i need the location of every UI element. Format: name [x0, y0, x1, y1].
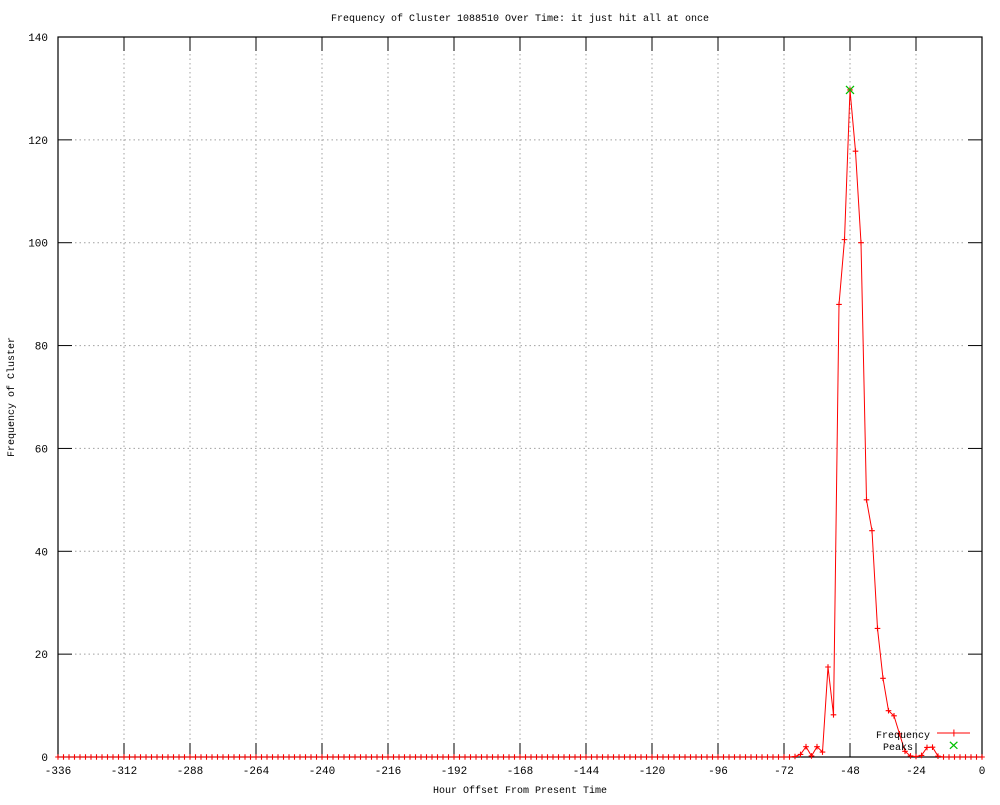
svg-text:-144: -144	[573, 766, 600, 778]
svg-text:-48: -48	[840, 766, 860, 778]
svg-text:-72: -72	[774, 766, 794, 778]
svg-text:-24: -24	[906, 766, 926, 778]
svg-text:-120: -120	[639, 766, 665, 778]
svg-text:120: 120	[28, 136, 48, 148]
svg-text:0: 0	[41, 753, 48, 765]
svg-text:40: 40	[35, 547, 48, 559]
svg-text:Peaks: Peaks	[883, 742, 913, 754]
svg-text:-288: -288	[177, 766, 203, 778]
svg-text:-336: -336	[45, 766, 71, 778]
svg-text:Hour Offset From Present Time: Hour Offset From Present Time	[433, 785, 607, 797]
svg-text:100: 100	[28, 239, 48, 251]
svg-text:-192: -192	[441, 766, 467, 778]
svg-text:Frequency: Frequency	[876, 731, 930, 742]
svg-text:-264: -264	[243, 766, 270, 778]
svg-text:-312: -312	[111, 766, 137, 778]
svg-text:-168: -168	[507, 766, 533, 778]
svg-text:0: 0	[979, 766, 986, 778]
svg-text:80: 80	[35, 342, 48, 354]
svg-text:140: 140	[28, 33, 48, 45]
svg-text:Frequency of Cluster 1088510 O: Frequency of Cluster 1088510 Over Time: …	[331, 13, 709, 25]
svg-text:-96: -96	[708, 766, 728, 778]
svg-text:60: 60	[35, 444, 48, 456]
svg-text:20: 20	[35, 650, 48, 662]
svg-text:Frequency of Cluster: Frequency of Cluster	[6, 337, 18, 457]
svg-text:-216: -216	[375, 766, 401, 778]
svg-text:-240: -240	[309, 766, 335, 778]
